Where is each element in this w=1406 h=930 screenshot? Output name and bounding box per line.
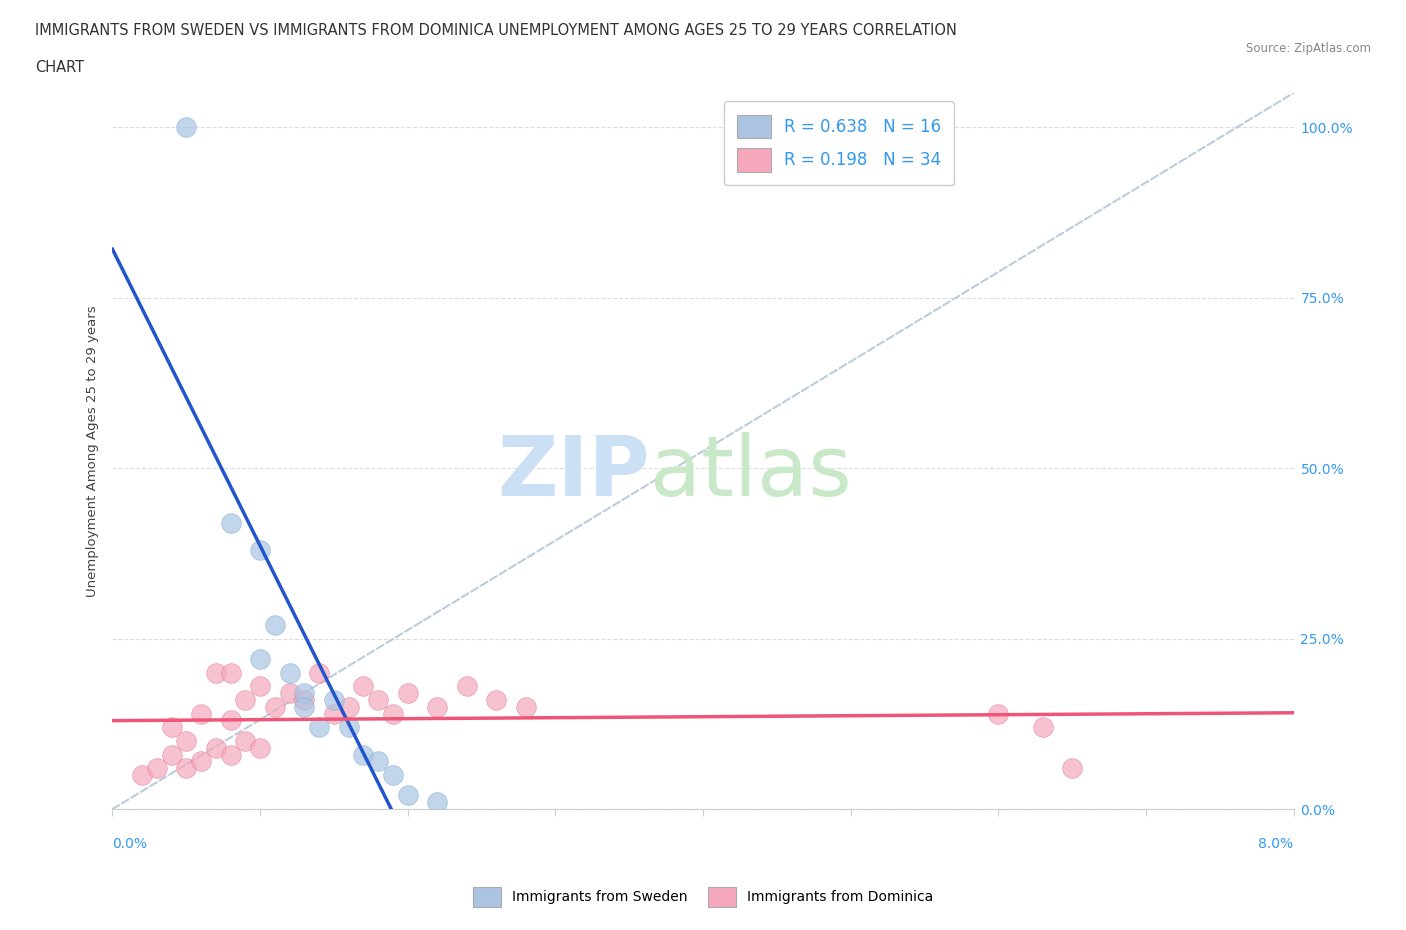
Point — [456, 679, 478, 694]
Point — [249, 679, 271, 694]
Point — [190, 706, 212, 721]
Point — [219, 713, 242, 728]
Point — [219, 747, 242, 762]
Text: Source: ZipAtlas.com: Source: ZipAtlas.com — [1246, 42, 1371, 55]
Point — [219, 665, 242, 680]
Text: atlas: atlas — [650, 432, 852, 513]
Point — [292, 685, 315, 700]
Point — [515, 699, 537, 714]
Point — [396, 685, 419, 700]
Point — [249, 542, 271, 557]
Point — [278, 665, 301, 680]
Point — [382, 706, 405, 721]
Point — [249, 652, 271, 667]
Point — [367, 754, 389, 769]
Point — [174, 120, 197, 135]
Point — [249, 740, 271, 755]
Point — [190, 754, 212, 769]
Point — [1062, 761, 1084, 776]
Point — [292, 693, 315, 708]
Point — [146, 761, 169, 776]
Point — [426, 699, 449, 714]
Point — [205, 740, 228, 755]
Point — [485, 693, 508, 708]
Legend: R = 0.638   N = 16, R = 0.198   N = 34: R = 0.638 N = 16, R = 0.198 N = 34 — [724, 101, 955, 185]
Point — [174, 734, 197, 749]
Point — [367, 693, 389, 708]
Point — [160, 720, 183, 735]
Point — [174, 761, 197, 776]
Point — [382, 767, 405, 782]
Point — [160, 747, 183, 762]
Point — [233, 693, 256, 708]
Text: IMMIGRANTS FROM SWEDEN VS IMMIGRANTS FROM DOMINICA UNEMPLOYMENT AMONG AGES 25 TO: IMMIGRANTS FROM SWEDEN VS IMMIGRANTS FRO… — [35, 23, 957, 38]
Text: 0.0%: 0.0% — [112, 837, 148, 851]
Text: CHART: CHART — [35, 60, 84, 75]
Point — [352, 747, 374, 762]
Point — [426, 795, 449, 810]
Point — [264, 699, 287, 714]
Point — [323, 706, 346, 721]
Point — [396, 788, 419, 803]
Point — [205, 665, 228, 680]
Point — [337, 699, 360, 714]
Legend: Immigrants from Sweden, Immigrants from Dominica: Immigrants from Sweden, Immigrants from … — [465, 880, 941, 914]
Point — [292, 699, 315, 714]
Point — [308, 665, 330, 680]
Text: 8.0%: 8.0% — [1258, 837, 1294, 851]
Point — [233, 734, 256, 749]
Point — [278, 685, 301, 700]
Text: ZIP: ZIP — [498, 432, 650, 513]
Point — [337, 720, 360, 735]
Point — [323, 693, 346, 708]
Point — [352, 679, 374, 694]
Point — [1032, 720, 1054, 735]
Point — [219, 515, 242, 530]
Y-axis label: Unemployment Among Ages 25 to 29 years: Unemployment Among Ages 25 to 29 years — [86, 305, 98, 597]
Point — [987, 706, 1010, 721]
Point — [131, 767, 153, 782]
Point — [264, 618, 287, 632]
Point — [308, 720, 330, 735]
